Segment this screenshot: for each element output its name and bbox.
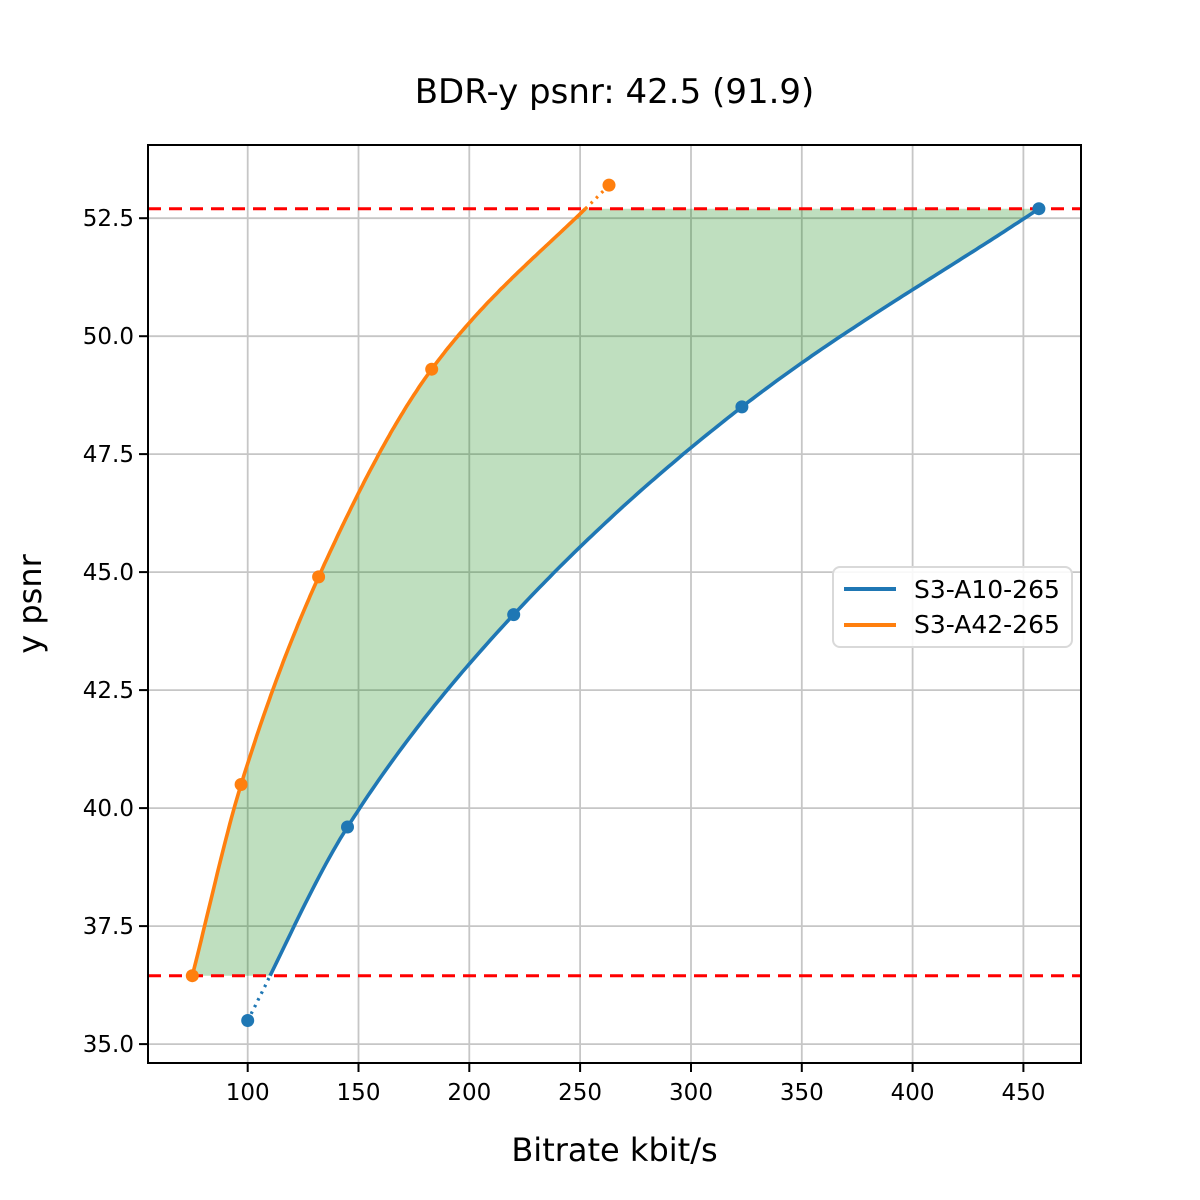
x-tick-label: 150 [337,1080,381,1106]
legend-line-sample [844,587,896,592]
series1-data-point [241,1014,255,1027]
legend-line-sample [844,622,896,627]
x-tick-label: 450 [1001,1080,1045,1106]
y-tick-label: 37.5 [83,914,134,940]
y-tick-label: 52.5 [83,206,134,232]
y-tick-label: 40.0 [83,796,134,822]
y-tick-label: 47.5 [83,442,134,468]
series2-data-point [234,778,248,791]
x-tick-label: 300 [669,1080,713,1106]
plot-border [147,144,1082,1064]
y-tick-label: 42.5 [83,678,134,704]
bd-overlap-area [192,208,1039,976]
series1-data-point [507,608,521,622]
legend-item: S3-A42-265 [844,610,1071,639]
x-tick-label: 100 [226,1080,270,1106]
series1-dotted-segment [246,974,272,1022]
series2-data-point [185,969,199,983]
x-tick-label: 400 [891,1080,935,1106]
series2-dotted-segment [584,183,611,210]
y-axis-label: y psnr [11,554,49,654]
series1-curve [268,207,1040,977]
series1-data-point [735,400,749,414]
legend-label: S3-A42-265 [914,610,1060,640]
x-tick-label: 200 [447,1080,491,1106]
series2-curve [190,207,587,977]
x-tick-label: 350 [780,1080,824,1106]
y-tick-label: 50.0 [83,324,134,350]
legend-label: S3-A10-265 [914,574,1060,604]
y-tick-label: 35.0 [83,1032,134,1058]
series2-data-point [312,570,326,584]
x-tick-label: 250 [558,1080,602,1106]
legend: S3-A10-265 S3-A42-265 [832,566,1073,648]
series1-data-point [341,820,354,834]
x-axis-label: Bitrate kbit/s [511,1131,718,1169]
series2-data-point [602,178,616,192]
legend-item: S3-A10-265 [844,575,1071,604]
chart-title: BDR-y psnr: 42.5 (91.9) [414,72,815,112]
y-tick-label: 45.0 [83,560,134,586]
series2-data-point [425,362,439,376]
series1-data-point [1032,202,1046,216]
